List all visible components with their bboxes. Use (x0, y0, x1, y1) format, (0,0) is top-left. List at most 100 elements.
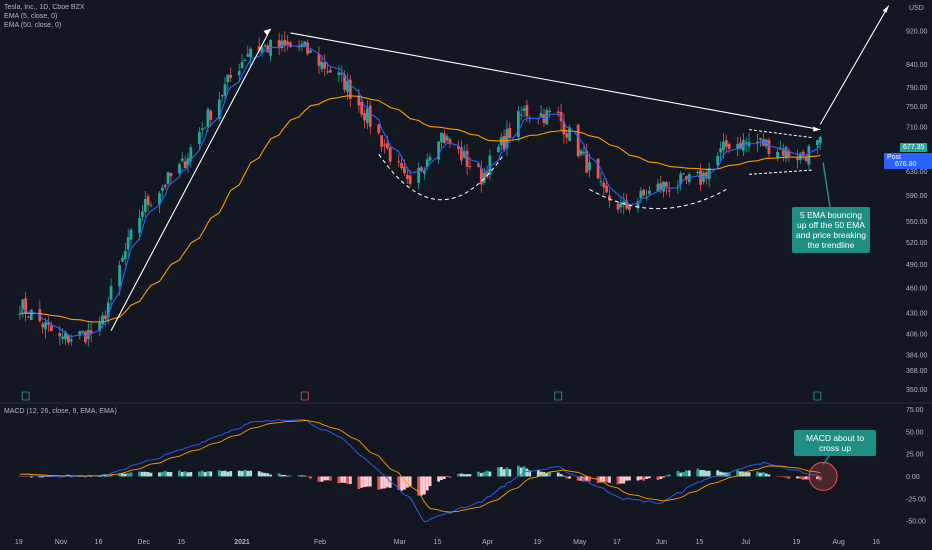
candle-body (143, 198, 147, 212)
macd-histogram-bar (360, 476, 364, 488)
earnings-marker-1 (300, 391, 309, 401)
candle-body (679, 173, 683, 185)
macd-cross-circle (808, 461, 838, 491)
macd-histogram-bar (377, 476, 381, 490)
price-axis-tick-1: 920.00 (906, 28, 928, 35)
earnings-marker-3 (813, 391, 822, 401)
macd-axis-tick-4: -25.00 (906, 496, 926, 503)
macd-histogram-bar (203, 472, 207, 477)
macd-histogram-bar (189, 472, 193, 477)
macd-histogram-bar (784, 476, 788, 478)
macd-histogram-bar (736, 470, 740, 477)
macd-legend: MACD (12, 26, close, 9, EMA, EMA) (4, 408, 117, 415)
cup-right-arc (589, 188, 727, 209)
candle-body (525, 105, 529, 117)
candle-body (66, 335, 70, 343)
candle-body (206, 109, 210, 127)
macd-histogram-bar (482, 471, 486, 477)
candle-body (425, 159, 429, 168)
price-axis-tick-3: 790.00 (906, 85, 928, 92)
macd-histogram-bar (440, 476, 443, 481)
x-axis-tick-11: May (573, 539, 587, 546)
candle-body (437, 141, 441, 160)
candle-body (445, 136, 449, 141)
macd-histogram-bar (297, 475, 301, 477)
macd-histogram-bar (363, 476, 366, 488)
macd-histogram-bar (499, 467, 503, 477)
macd-histogram-bar (645, 476, 648, 480)
candle-body (103, 315, 107, 319)
candle-body (49, 325, 53, 332)
macd-histogram-bar (804, 476, 808, 480)
macd-histogram-bar (106, 476, 110, 477)
candle-body (818, 136, 822, 144)
candle-body (719, 148, 722, 153)
candle-body (306, 42, 309, 54)
macd-histogram-bar (448, 476, 452, 478)
candle-body (385, 143, 389, 149)
candle-body (744, 142, 748, 144)
candle-body (602, 182, 606, 188)
macd-histogram-bar (348, 476, 352, 484)
macd-histogram-bar (126, 473, 130, 477)
price-axis-tick-9: 550.00 (906, 219, 928, 226)
macd-histogram-bar (525, 468, 529, 477)
candle-body (767, 140, 771, 154)
macd-histogram-bar (781, 476, 785, 478)
candle-body (18, 313, 22, 315)
macd-histogram-bar (180, 471, 184, 477)
macd-histogram-bar (582, 476, 586, 482)
x-axis-tick-9: Apr (482, 539, 494, 546)
macd-axis-tick-2: 25.00 (906, 452, 924, 459)
macd-histogram-bar (380, 476, 384, 489)
macd-histogram-bar (619, 476, 623, 484)
macd-histogram-bar (166, 471, 170, 477)
macd-histogram-bar (462, 474, 466, 477)
ema-5-line (19, 43, 821, 338)
macd-histogram-bar (266, 473, 270, 477)
candle-body (200, 128, 204, 131)
candle-body (588, 162, 591, 171)
candle-body (656, 183, 660, 191)
candle-body (44, 322, 47, 330)
candle-body (180, 158, 184, 161)
macd-histogram-bar (89, 476, 93, 477)
macd-histogram-bar (682, 472, 685, 477)
macd-histogram-bar (306, 476, 309, 477)
macd-histogram-bar (123, 473, 127, 477)
macd-histogram-bar (138, 471, 141, 477)
candle-body (684, 176, 688, 180)
macd-histogram-bar (246, 470, 250, 477)
candle-body (129, 229, 133, 240)
candle-body (400, 163, 403, 169)
macd-histogram-bar (49, 476, 53, 478)
macd-histogram-bar (565, 476, 569, 479)
candle-body (357, 96, 361, 106)
candle-body (724, 140, 728, 147)
price-axis-tick-11: 490.00 (906, 262, 928, 269)
candle-body (89, 330, 93, 334)
pennant-line-1 (749, 169, 812, 175)
candle-body (21, 299, 25, 311)
candle-body (699, 170, 703, 185)
macd-histogram-bar (226, 471, 230, 477)
macd-histogram-bar (727, 472, 731, 477)
macd-histogram-bar (24, 476, 28, 477)
candle-body (186, 158, 190, 166)
candle-body (616, 203, 620, 210)
price-axis-tick-8: 590.00 (906, 193, 928, 200)
candle-body (459, 147, 463, 161)
candle-body (260, 46, 264, 53)
macd-histogram-bar (286, 475, 290, 477)
macd-histogram-bar (739, 471, 742, 477)
macd-histogram-bar (183, 471, 187, 477)
breakout-arrowhead (882, 5, 889, 13)
macd-histogram-bar (699, 470, 703, 477)
candle-body (696, 171, 700, 174)
macd-histogram-bar (217, 470, 221, 477)
ema-50-line (19, 95, 821, 323)
candle-body (727, 143, 731, 149)
macd-histogram-bar (787, 476, 791, 479)
macd-histogram-bar (548, 472, 552, 477)
